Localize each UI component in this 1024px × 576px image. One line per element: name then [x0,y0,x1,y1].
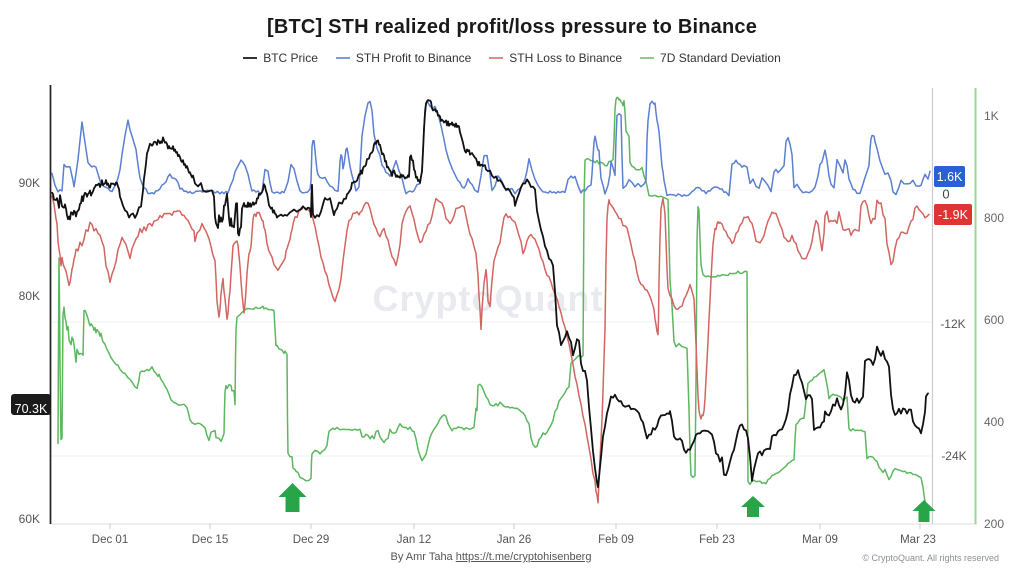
svg-text:Mar 09: Mar 09 [802,534,838,546]
svg-text:0: 0 [942,187,949,202]
svg-text:600: 600 [984,313,1004,327]
svg-text:70.3K: 70.3K [15,402,48,416]
svg-text:80K: 80K [19,289,40,303]
svg-text:Feb 23: Feb 23 [699,534,735,546]
svg-text:-1.9K: -1.9K [938,208,969,222]
svg-text:90K: 90K [19,176,40,190]
svg-text:Mar 23: Mar 23 [900,534,936,546]
svg-text:Dec 15: Dec 15 [192,534,228,546]
svg-text:Dec 01: Dec 01 [92,534,128,546]
svg-text:Feb 09: Feb 09 [598,534,634,546]
svg-text:Jan 26: Jan 26 [497,534,532,546]
svg-text:400: 400 [984,415,1004,429]
svg-text:-12K: -12K [940,317,965,331]
svg-text:-24K: -24K [941,449,966,463]
svg-text:1K: 1K [984,109,999,123]
svg-text:1.6K: 1.6K [937,170,963,184]
svg-text:Jan 12: Jan 12 [397,534,432,546]
svg-text:800: 800 [984,211,1004,225]
svg-text:Dec 29: Dec 29 [293,534,329,546]
svg-text:60K: 60K [19,512,40,526]
svg-text:200: 200 [984,517,1004,531]
